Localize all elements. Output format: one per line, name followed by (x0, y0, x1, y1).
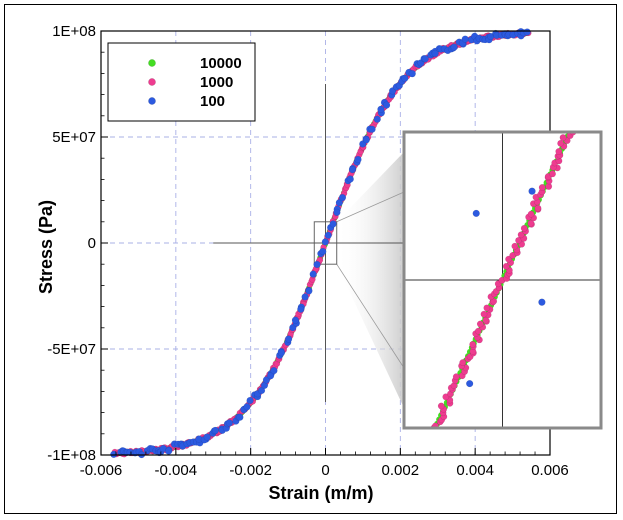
inset-point-1000 (557, 139, 565, 147)
inset-point-1000 (459, 359, 467, 366)
inset-plot (404, 132, 601, 428)
inset-point-1000 (474, 327, 482, 335)
legend-label-100: 100 (200, 93, 225, 110)
data-point-100 (277, 349, 286, 357)
inset-point-1000 (517, 231, 525, 239)
inset-point-1000 (538, 184, 546, 191)
inset-border (402, 130, 603, 430)
data-point-100 (346, 175, 354, 183)
zoom-line (336, 191, 405, 223)
data-point-100 (362, 136, 370, 144)
inset-point-1000 (511, 242, 519, 250)
x-tick-label: 0.006 (531, 462, 569, 479)
x-axis-title: Strain (m/m) (268, 483, 373, 503)
x-tick-label: -0.002 (229, 462, 272, 479)
data-point-100 (354, 155, 362, 164)
legend-label-1000: 1000 (200, 74, 233, 91)
data-points (110, 28, 532, 459)
x-tick-label: -0.004 (155, 462, 198, 479)
data-point-100 (450, 43, 458, 51)
data-point-100 (335, 199, 343, 207)
legend-label-10000: 10000 (200, 55, 242, 72)
y-tick-label: 0 (88, 235, 96, 252)
legend-marker-1000 (148, 78, 156, 86)
inset-point-100 (528, 187, 536, 195)
stress-strain-chart: -0.006 -0.004 -0.002 0 0.002 0.004 0.006 -1E+08… (36, 23, 603, 503)
data-point-100 (523, 28, 531, 36)
data-point-100 (203, 433, 211, 441)
data-point-100 (243, 403, 251, 411)
inset-point-1000 (483, 304, 491, 312)
data-point-100 (377, 105, 385, 113)
data-point-100 (368, 125, 376, 133)
zoom-line (336, 263, 405, 369)
data-point-100 (338, 193, 347, 202)
inset-point-1000 (469, 341, 477, 348)
data-point-100 (291, 316, 300, 324)
y-tick-label: -5E+07 (47, 341, 96, 358)
zoom-connector (313, 152, 405, 408)
inset-point-1000 (480, 310, 488, 318)
data-point-100 (382, 101, 391, 109)
inset-point-1000 (520, 224, 528, 232)
data-point-100 (165, 447, 173, 455)
chart-frame: -0.006 -0.004 -0.002 0 0.002 0.004 0.006 -1E+08… (4, 4, 617, 514)
data-point-100 (285, 335, 293, 343)
inset-point-1000 (527, 210, 535, 218)
data-point-100 (408, 70, 416, 78)
inset-point-100 (472, 209, 480, 218)
data-point-100 (373, 115, 381, 123)
data-point-100 (401, 74, 409, 82)
inset-point-1000 (505, 255, 513, 263)
inset-point-1000 (442, 393, 450, 401)
data-point-100 (262, 376, 271, 384)
data-point-100 (211, 426, 220, 435)
inset-point-1000 (559, 134, 567, 141)
y-tick-label: 1E+08 (52, 23, 96, 40)
data-point-100 (236, 413, 244, 421)
inset-point-100 (538, 298, 546, 306)
y-axis-title: Stress (Pa) (36, 200, 56, 294)
data-point-100 (431, 49, 439, 58)
x-tick-label: 0 (321, 462, 329, 479)
y-tick-label: -1E+08 (47, 447, 96, 464)
data-point-100 (305, 287, 313, 295)
data-point-100 (313, 260, 321, 269)
data-point-100 (297, 305, 305, 313)
inset-point-1000 (555, 148, 563, 155)
zoom-shadow (336, 152, 404, 408)
inset-zoom (402, 130, 603, 430)
data-point-100 (333, 208, 341, 216)
legend-marker-100 (148, 97, 156, 105)
data-point-100 (267, 372, 275, 380)
data-point-100 (348, 166, 357, 174)
inset-point-1000 (437, 402, 445, 410)
inset-point-1000 (502, 262, 510, 270)
legend: 10000 1000 100 (107, 42, 256, 122)
inset-point-100 (466, 380, 474, 388)
data-point-100 (301, 293, 309, 301)
x-tick-label: 0.002 (382, 462, 420, 479)
data-point-100 (321, 238, 329, 246)
data-point-100 (324, 231, 332, 239)
data-point-100 (270, 367, 278, 375)
data-point-100 (421, 55, 429, 63)
data-point-100 (329, 220, 337, 228)
y-tick-label: 5E+07 (52, 129, 96, 146)
data-point-100 (225, 419, 233, 427)
inset-point-1000 (549, 170, 556, 178)
data-point-100 (319, 247, 327, 256)
x-tick-label: -0.006 (80, 462, 123, 479)
data-point-100 (257, 386, 266, 395)
data-point-100 (461, 35, 469, 43)
x-tick-label: 0.004 (456, 462, 494, 479)
inset-point-1000 (452, 373, 460, 381)
data-point-100 (309, 270, 317, 278)
data-point-100 (246, 396, 254, 405)
legend-marker-10000 (148, 59, 156, 67)
data-point-100 (110, 450, 118, 458)
inset-point-1000 (527, 219, 535, 227)
inset-point-1000 (476, 320, 484, 328)
legend-box (107, 42, 256, 122)
